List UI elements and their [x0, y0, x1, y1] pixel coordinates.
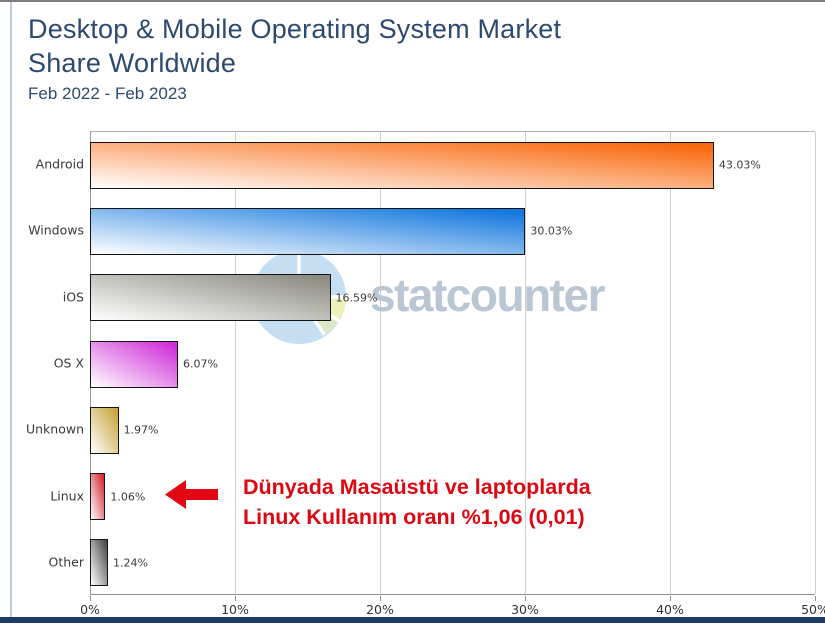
x-tick-0%	[90, 596, 91, 601]
annotation-text: Dünyada Masaüstü ve laptoplarda Linux Ku…	[243, 472, 591, 532]
x-tick-50%	[815, 596, 816, 601]
chart-header: Desktop & Mobile Operating System Market…	[28, 12, 798, 104]
chart-subtitle: Feb 2022 - Feb 2023	[28, 84, 187, 103]
bar-ios	[90, 274, 331, 322]
chart-title: Desktop & Mobile Operating System Market…	[28, 12, 798, 80]
bar-windows	[90, 207, 526, 255]
bar-value-ios: 16.59%	[335, 291, 378, 305]
annotation-line2: Linux Kullanım oranı %1,06 (0,01)	[243, 505, 585, 529]
top-border	[0, 0, 825, 2]
bar-value-android: 43.03%	[718, 158, 761, 172]
chart-title-line1: Desktop & Mobile Operating System Market	[28, 14, 562, 44]
x-tick-20%	[380, 596, 381, 601]
x-tick-label-20%: 20%	[366, 602, 394, 617]
bar-unknown	[90, 406, 119, 454]
x-tick-label-50%: 50%	[801, 602, 825, 617]
plot-area: statcounter 43.03% 30.03% 16.59% 6.07% 1.97%…	[90, 131, 816, 595]
x-tick-label-10%: 10%	[221, 602, 249, 617]
x-tick-40%	[670, 596, 671, 601]
x-tick-label-30%: 30%	[511, 602, 539, 617]
red-arrow-icon	[165, 480, 218, 509]
gridline-50%	[815, 132, 816, 594]
x-tick-10%	[235, 596, 236, 601]
category-label-other: Other	[48, 554, 85, 570]
bar-value-other: 1.24%	[112, 556, 148, 570]
bar-value-windows: 30.03%	[530, 224, 573, 238]
category-label-os-x: OS X	[53, 355, 84, 371]
gridline-40%	[670, 132, 671, 594]
x-tick-label-40%: 40%	[656, 602, 684, 617]
gridline-30%	[525, 132, 526, 594]
bar-value-unknown: 1.97%	[123, 423, 159, 437]
bar-os-x	[90, 340, 178, 388]
category-label-ios: iOS	[62, 289, 84, 305]
category-labels: Android Windows iOS OS X Unknown Linux Other	[0, 131, 84, 595]
gridline-10%	[235, 132, 236, 594]
bar-value-linux: 1.06%	[110, 490, 146, 504]
x-tick-label-0%: 0%	[80, 602, 100, 617]
category-label-windows: Windows	[28, 222, 84, 238]
bottom-border	[0, 617, 825, 623]
annotation-line1: Dünyada Masaüstü ve laptoplarda	[243, 475, 591, 499]
x-tick-30%	[525, 596, 526, 601]
bar-other	[90, 539, 108, 587]
left-border	[10, 2, 12, 618]
bar-android	[90, 141, 714, 189]
category-label-linux: Linux	[50, 488, 84, 504]
bar-linux	[90, 473, 106, 521]
watermark-text: statcounter	[370, 269, 605, 321]
category-label-android: Android	[35, 156, 84, 172]
category-label-unknown: Unknown	[25, 421, 84, 437]
chart-title-line2: Share Worldwide	[28, 48, 237, 78]
x-axis: 0% 10% 20% 30% 40% 50%	[80, 596, 825, 620]
gridline-20%	[380, 132, 381, 594]
bar-value-os-x: 6.07%	[183, 357, 218, 371]
